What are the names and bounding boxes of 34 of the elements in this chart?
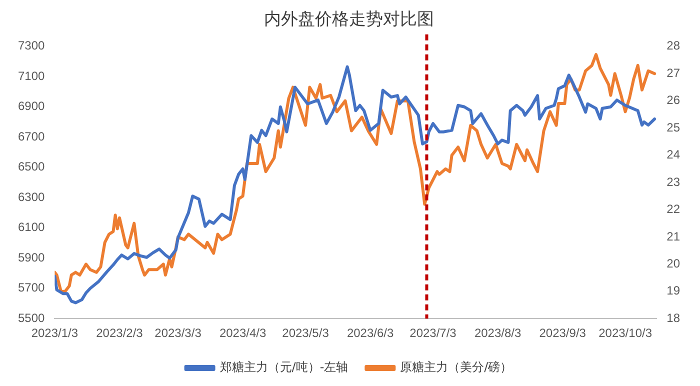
y2-tick-label: 19 (666, 284, 680, 298)
y2-tick-label: 21 (666, 229, 680, 244)
y2-tick-label: 28 (666, 38, 680, 53)
y2-tick-label: 18 (666, 310, 680, 325)
chart-title: 内外盘价格走势对比图 (264, 10, 434, 30)
x-tick-label: 2023/7/3 (410, 326, 457, 340)
x-tick-label: 2023/3/3 (154, 326, 202, 340)
y-tick-label: 6900 (18, 99, 46, 114)
y-tick-label: 6500 (18, 160, 46, 174)
legend-label: 原糖主力（美分/磅） (400, 360, 512, 374)
y2-tick-label: 23 (666, 174, 680, 189)
y-tick-label: 7100 (18, 68, 46, 83)
x-tick-label: 2023/1/3 (31, 326, 78, 340)
y-tick-label: 5700 (18, 280, 46, 295)
x-tick-label: 2023/10/3 (598, 326, 652, 340)
x-tick-label: 2023/8/3 (474, 326, 522, 340)
y-tick-label: 5500 (18, 310, 46, 325)
y-tick-label: 6100 (18, 220, 46, 234)
y2-tick-label: 26 (666, 93, 680, 108)
legend-label: 郑糖主力（元/吨）-左轴 (220, 360, 348, 374)
y-tick-label: 7300 (18, 38, 46, 53)
y-tick-label: 6700 (18, 129, 46, 144)
x-tick-label: 2023/6/3 (346, 326, 394, 340)
y2-tick-label: 22 (666, 202, 680, 216)
y2-tick-label: 20 (666, 256, 680, 270)
y2-tick-label: 24 (666, 148, 680, 162)
x-tick-label: 2023/9/3 (539, 326, 586, 340)
x-tick-label: 2023/5/3 (282, 326, 330, 340)
x-tick-label: 2023/2/3 (96, 326, 144, 340)
y2-tick-label: 27 (666, 66, 680, 80)
x-tick-label: 2023/4/3 (219, 326, 266, 340)
y2-tick-label: 25 (666, 120, 680, 134)
y-tick-label: 6300 (18, 190, 46, 204)
y-tick-label: 5900 (18, 250, 46, 264)
